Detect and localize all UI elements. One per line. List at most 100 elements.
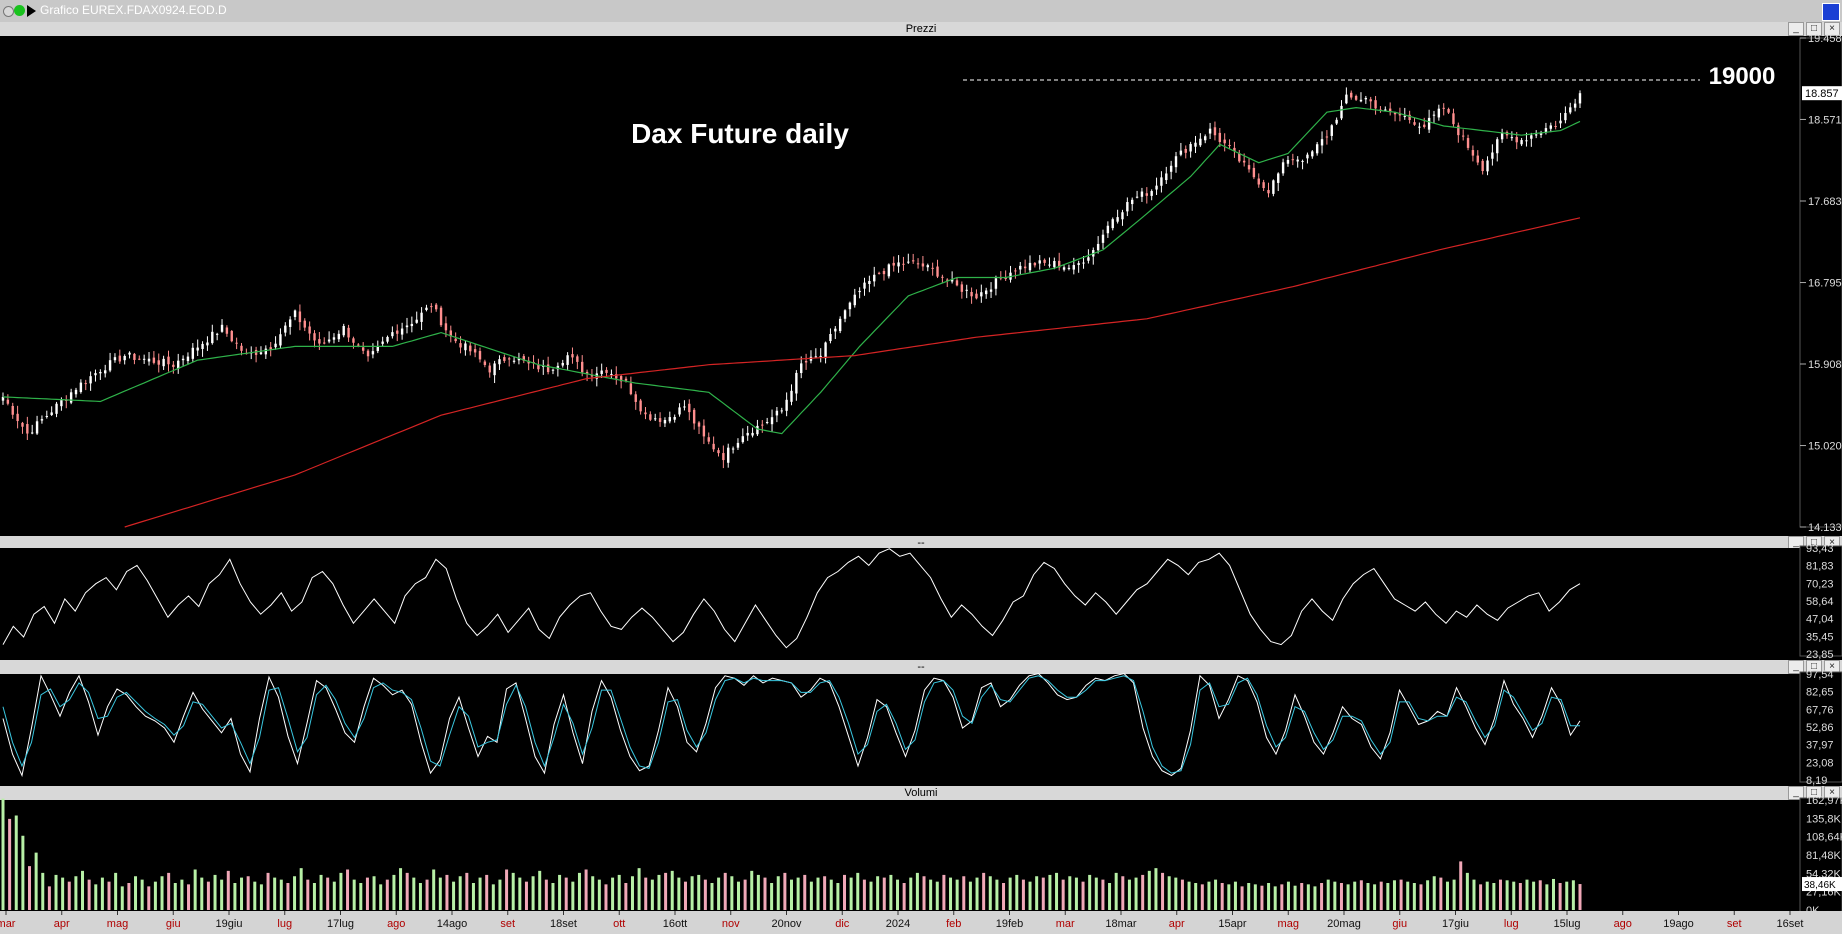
candle-body [1432,114,1436,116]
candle [868,275,871,293]
candle [605,367,608,378]
candle [1116,209,1119,224]
volume-bar [558,874,562,910]
close-button[interactable]: × [1824,22,1840,36]
restore-button[interactable]: □ [1806,536,1822,550]
candle-body [240,345,243,351]
window-menu-icon[interactable] [3,6,14,17]
candle-body [834,328,837,332]
candle [936,259,939,279]
candle [848,301,852,317]
volume-bar [1048,874,1052,910]
candle-body [1418,126,1421,128]
x-tick-label: 16set [1777,918,1804,930]
minimize-button[interactable]: _ [1788,786,1804,800]
x-tick-label: giu [1392,918,1407,930]
candle-body [21,422,24,427]
candle-body [629,383,633,395]
candle [683,400,686,411]
candle [352,336,355,349]
volume-bar [531,876,535,910]
candle [1457,122,1460,143]
candle [950,271,954,284]
minimize-button[interactable]: _ [1788,536,1804,550]
candle [673,414,676,423]
close-button[interactable]: × [1824,536,1840,550]
volume-bar [1571,880,1575,910]
minimize-button[interactable]: _ [1788,660,1804,674]
play-arrow-icon[interactable] [27,5,36,17]
volume-bar [1187,881,1191,910]
candle [1418,122,1421,135]
volume-bar [1445,881,1449,910]
candle-body [60,400,63,407]
candle-body [1053,260,1056,268]
candle [191,343,195,362]
volume-bar [1061,879,1065,910]
volume-ytick-label: 135,8K [1806,813,1842,825]
candle-body [702,425,706,437]
candle [1272,179,1275,197]
candle-body [1048,264,1051,266]
candle-body [1466,138,1470,148]
candle [1009,265,1012,283]
close-button[interactable]: × [1824,660,1840,674]
volume-bar [339,872,343,910]
minimize-button[interactable]: _ [1788,22,1804,36]
maximize-button[interactable] [1822,3,1840,21]
x-tick-label: mar [1056,918,1075,930]
candle-body [147,358,151,362]
candle-body [1486,160,1489,172]
candle [473,344,477,358]
candle [1165,166,1168,184]
volume-bar [1127,879,1131,910]
candle-body [201,343,204,349]
volume-bar [1472,879,1476,910]
candle [639,398,642,415]
candle [829,328,832,344]
volume-bar [524,881,528,910]
volume-bar [120,886,124,910]
candle-body [1228,144,1231,146]
restore-button[interactable]: □ [1806,786,1822,800]
candle-body [69,392,73,403]
candle-body [128,352,131,355]
restore-button[interactable]: □ [1806,660,1822,674]
candle-body [415,319,418,323]
candle [410,316,414,333]
x-tick-label: 19giu [216,918,243,930]
candle [201,341,204,357]
candle-body [483,361,487,365]
candle-body [133,353,136,360]
volume-bar [1134,877,1138,910]
candle-body [1408,114,1411,121]
candle-body [795,372,798,394]
candle [804,353,808,370]
volume-bar [710,883,714,910]
candle [600,363,603,378]
candle-body [74,389,78,395]
candle [994,275,998,296]
candle [542,359,545,375]
candle-body [1534,134,1538,136]
volume-bar [153,881,157,910]
candle [308,321,311,341]
candle [1554,120,1557,130]
candle [425,304,428,312]
volume-bar [21,835,25,910]
candle [1218,127,1222,147]
restore-button[interactable]: □ [1806,22,1822,36]
x-tick-label: nov [722,918,740,930]
candle-body [532,361,535,363]
volume-bar [1214,879,1218,910]
volume-bar [1200,884,1204,910]
candle-body [1335,119,1338,124]
green-status-icon[interactable] [14,5,25,16]
candle [527,356,530,371]
candle [259,346,263,355]
close-button[interactable]: × [1824,786,1840,800]
volume-bar [690,876,694,910]
volume-bar [259,884,263,910]
candle [376,340,379,354]
candle [1354,94,1358,101]
